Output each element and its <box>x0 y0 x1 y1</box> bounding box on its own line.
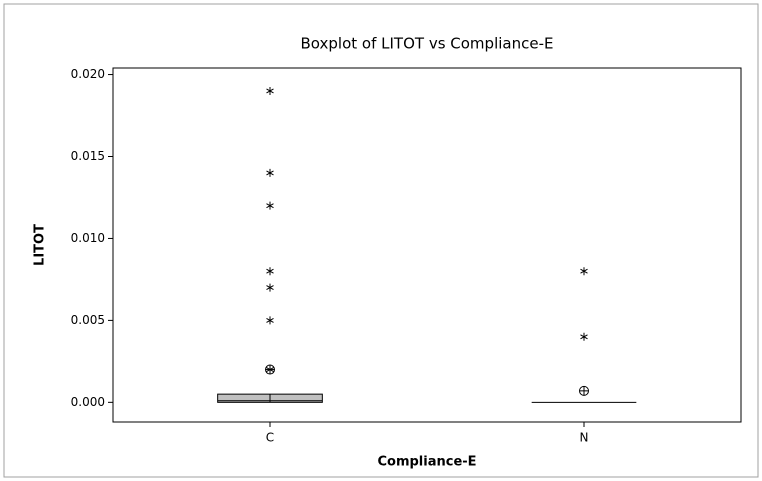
y-tick-label: 0.000 <box>71 395 105 409</box>
outlier <box>580 267 588 276</box>
x-tick-label: N <box>580 431 589 445</box>
y-tick-label: 0.020 <box>71 67 105 81</box>
outlier <box>266 267 274 276</box>
outlier <box>266 283 274 292</box>
mean-symbol <box>265 364 275 375</box>
outlier <box>266 201 274 210</box>
outlier <box>266 168 274 177</box>
y-tick-label: 0.015 <box>71 149 105 163</box>
mean-symbol <box>579 385 589 396</box>
y-axis-title: LITOT <box>33 224 48 266</box>
y-tick-label: 0.005 <box>71 313 105 327</box>
plot-area <box>112 67 742 423</box>
y-tick-label: 0.010 <box>71 231 105 245</box>
x-tick-label: C <box>266 431 274 445</box>
outlier <box>580 332 588 341</box>
chart-title: Boxplot of LITOT vs Compliance-E <box>301 35 554 53</box>
x-axis-title: Compliance-E <box>377 455 476 470</box>
outlier <box>266 86 274 95</box>
outlier <box>266 316 274 325</box>
